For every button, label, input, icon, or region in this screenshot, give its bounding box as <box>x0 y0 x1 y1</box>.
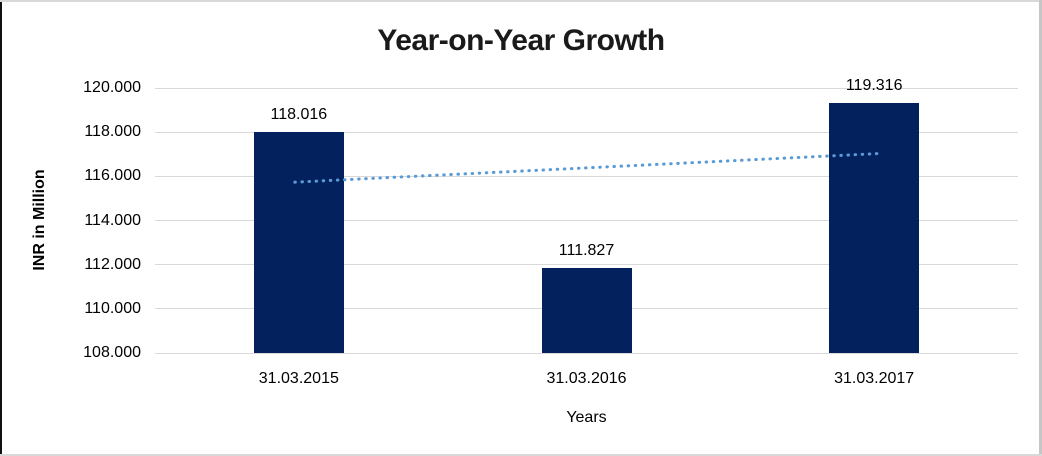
x-tick-label: 31.03.2015 <box>258 370 339 387</box>
bar-31.03.2017 <box>829 103 920 353</box>
bar-31.03.2015 <box>253 131 344 353</box>
trendline <box>293 151 882 184</box>
gridline <box>155 131 1018 133</box>
frame-border-right <box>1039 0 1042 456</box>
gridline <box>155 220 1018 221</box>
frame-border-bottom <box>0 454 1042 456</box>
gridline <box>155 175 1018 177</box>
plot-area: 118.016 111.827 119.316 <box>155 77 1018 354</box>
x-axis-title: Years <box>566 409 607 426</box>
y-tick-label: 114.000 <box>84 211 141 229</box>
chart-title: Year-on-Year Growth <box>377 24 665 57</box>
bar-value-label: 118.016 <box>270 105 328 123</box>
y-tick-label: 118.000 <box>84 123 141 141</box>
bar-value-label: 111.827 <box>558 242 615 260</box>
gridline <box>155 264 1018 266</box>
y-tick-label: 110.000 <box>84 299 141 317</box>
x-tick-label: 31.03.2017 <box>834 370 915 387</box>
y-tick-label: 112.000 <box>84 255 141 273</box>
frame-border-left <box>0 0 2 456</box>
y-tick-label: 116.000 <box>84 167 141 185</box>
gridline <box>155 87 1018 89</box>
y-tick-label: 120.000 <box>83 79 141 96</box>
x-tick-label: 31.03.2016 <box>546 370 627 387</box>
bar-31.03.2016 <box>541 268 632 353</box>
bar-value-label: 119.316 <box>845 77 903 95</box>
y-tick-label: 108.000 <box>83 344 141 361</box>
frame-border-top <box>0 0 1042 2</box>
gridline <box>155 352 1018 354</box>
